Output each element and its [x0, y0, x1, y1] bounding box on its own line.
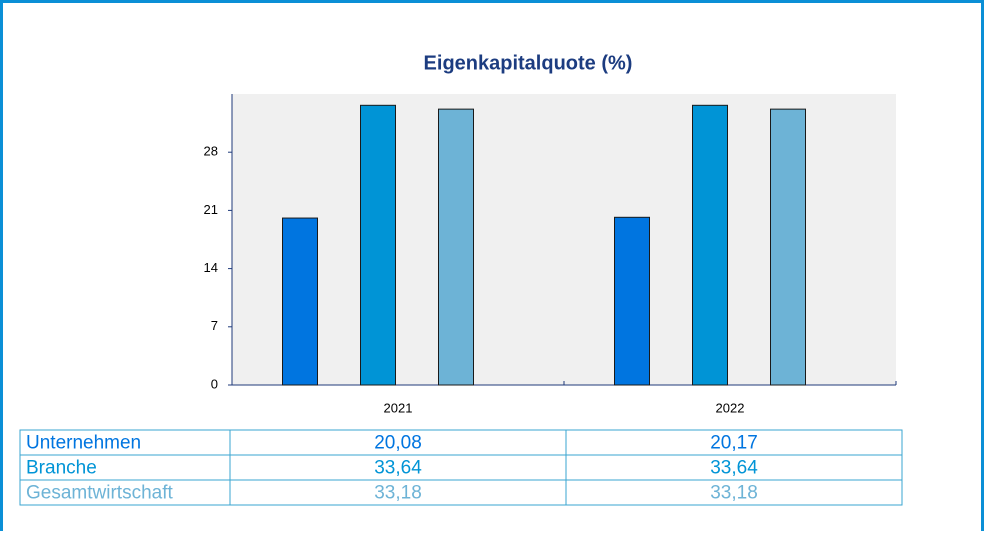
legend-label: Unternehmen [26, 433, 141, 454]
y-tick-label: 0 [211, 376, 218, 391]
x-tick-label: 2022 [716, 400, 745, 415]
bar [770, 108, 806, 386]
bar [692, 104, 728, 386]
table-value: 33,18 [374, 483, 422, 504]
table-row [19, 479, 903, 506]
chart-title: Eigenkapitalquote (%) [424, 52, 633, 74]
y-tick-label: 28 [204, 144, 218, 159]
table-value: 20,17 [710, 433, 758, 454]
bar [614, 216, 650, 386]
table-value: 33,64 [374, 458, 422, 479]
bar [438, 108, 474, 386]
legend-label: Branche [26, 458, 97, 479]
y-tick-label: 21 [204, 202, 218, 217]
table-value: 33,18 [710, 483, 758, 504]
table-value: 33,64 [710, 458, 758, 479]
x-tick-label: 2021 [384, 400, 413, 415]
bar [360, 104, 396, 386]
table-value: 20,08 [374, 433, 422, 454]
table-row [19, 454, 903, 481]
y-tick-label: 14 [204, 260, 218, 275]
bar [282, 217, 318, 386]
legend-label: Gesamtwirtschaft [26, 483, 173, 504]
y-tick-label: 7 [211, 318, 218, 333]
table-row [19, 429, 903, 456]
